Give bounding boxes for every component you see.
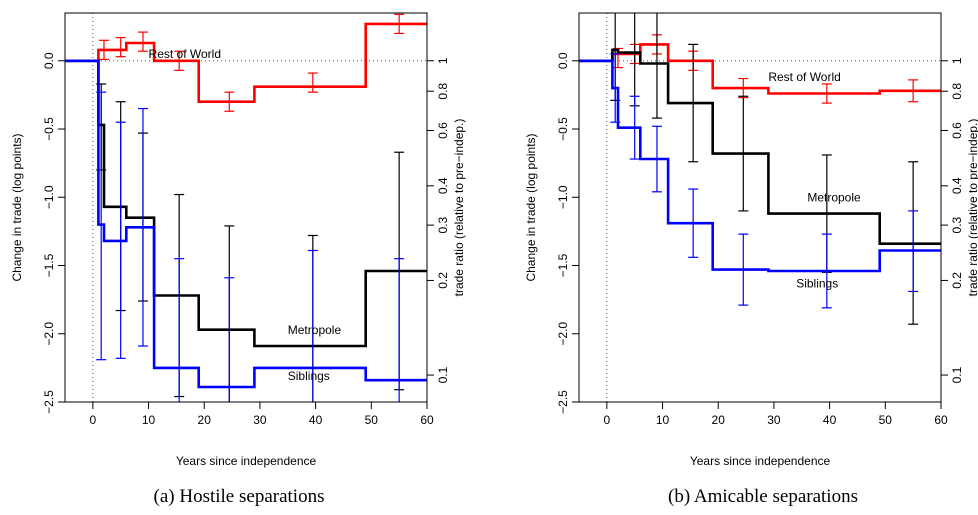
error-bar-rest-of-world	[224, 91, 235, 112]
series-line-metropole	[579, 48, 941, 245]
right-tick-label: 0.1	[950, 366, 964, 383]
y-tick-label: 0.0	[556, 52, 570, 69]
x-tick-label: 30	[767, 413, 781, 427]
x-tick-label: 40	[823, 413, 837, 427]
x-tick-label: 0	[90, 413, 97, 427]
error-bar-siblings	[738, 233, 749, 306]
x-tick-label: 10	[142, 413, 156, 427]
series-line-siblings	[579, 59, 941, 273]
right-tick-label: 0.6	[436, 122, 450, 139]
chart-panel-a: Rest of World Metropole Siblings 0 10 20 30 40 5…	[10, 12, 466, 507]
series-metropole	[65, 59, 427, 402]
right-tick-label: 0.2	[950, 272, 964, 289]
series-line-rest-of-world	[65, 22, 427, 103]
error-bar-siblings	[908, 210, 919, 293]
error-bar-siblings	[651, 125, 662, 193]
series-label-siblings: Siblings	[288, 369, 330, 383]
error-bar-siblings	[629, 95, 640, 160]
series-siblings	[65, 59, 427, 402]
right-tick-label: 0.1	[436, 366, 450, 383]
series-rest-of-world	[579, 34, 941, 104]
x-axis-label: Years since independence	[690, 454, 831, 468]
error-bar-rest-of-world	[307, 72, 318, 93]
error-bar-metropole	[651, 13, 662, 119]
y-tick-label: −1.0	[42, 185, 56, 209]
error-bar-rest-of-world	[174, 50, 185, 71]
error-bar-rest-of-world	[908, 79, 919, 103]
y-tick-label: −2.5	[42, 390, 56, 414]
y-tick-label: 0.0	[42, 52, 56, 69]
y-tick-label: −0.5	[42, 117, 56, 141]
series-siblings	[579, 53, 941, 309]
y-tick-label: −0.5	[556, 117, 570, 141]
x-tick-label: 10	[656, 413, 670, 427]
right-tick-label: 0.4	[436, 177, 450, 194]
y-tick-label: −1.5	[556, 253, 570, 277]
series-line-metropole	[65, 59, 427, 348]
right-tick-label: 0.6	[950, 122, 964, 139]
error-bar-rest-of-world	[821, 83, 832, 104]
error-bar-siblings	[96, 91, 107, 361]
y-tick-label: −2.0	[42, 322, 56, 346]
series-label-metropole: Metropole	[288, 323, 342, 337]
y-tick-label: −2.0	[556, 322, 570, 346]
right-tick-label: 0.3	[436, 216, 450, 233]
plot-frame	[64, 12, 428, 403]
right-tick-label: 0.8	[436, 83, 450, 100]
series-label-rest-of-world: Rest of World	[768, 70, 840, 84]
plot-area	[65, 13, 427, 402]
error-bar-rest-of-world	[98, 39, 109, 61]
error-bar-siblings	[224, 277, 235, 402]
error-bar-siblings	[174, 258, 185, 402]
y-axis-label: Change in trade (log points)	[524, 133, 538, 281]
y-axis-label: Change in trade (log points)	[10, 133, 24, 281]
x-axis-label: Years since independence	[176, 454, 317, 468]
error-bar-rest-of-world	[115, 36, 126, 58]
panel-caption: (a) Hostile separations	[154, 486, 325, 507]
error-bar-siblings	[307, 249, 318, 402]
error-bar-rest-of-world	[394, 13, 405, 35]
y-tick-label: −1.5	[42, 253, 56, 277]
series-label-metropole: Metropole	[807, 190, 861, 204]
series-metropole	[579, 13, 941, 325]
right-tick-label: 1	[950, 57, 964, 64]
x-tick-label: 50	[879, 413, 893, 427]
series-label-rest-of-world: Rest of World	[149, 47, 221, 61]
right-tick-label: 1	[436, 57, 450, 64]
plot-frame	[578, 12, 942, 403]
y-tick-label: −1.0	[556, 185, 570, 209]
series-line-siblings	[65, 59, 427, 389]
x-tick-label: 60	[420, 413, 434, 427]
right-tick-label: 0.4	[950, 177, 964, 194]
right-axis-label: trade ratio (relative to pre−indep.)	[452, 119, 466, 297]
panel-caption: (b) Amicable separations	[668, 486, 858, 507]
error-bar-siblings	[394, 258, 405, 402]
x-tick-label: 20	[712, 413, 726, 427]
x-tick-label: 60	[934, 413, 948, 427]
x-tick-label: 20	[198, 413, 212, 427]
error-bar-siblings	[610, 53, 621, 123]
chart-panel-b: Rest of World Metropole Siblings 0 10 20 30 40 5…	[524, 12, 978, 507]
error-bar-siblings	[115, 121, 126, 359]
series-label-siblings: Siblings	[796, 276, 838, 290]
error-bar-siblings	[821, 233, 832, 309]
right-tick-label: 0.2	[436, 272, 450, 289]
error-bar-metropole	[688, 43, 699, 163]
series-rest-of-world	[65, 13, 427, 112]
x-tick-label: 30	[253, 413, 267, 427]
error-bar-siblings	[137, 107, 148, 347]
right-axis-label: trade ratio (relative to pre−indep.)	[966, 119, 978, 297]
right-tick-label: 0.8	[950, 83, 964, 100]
x-tick-label: 40	[309, 413, 323, 427]
x-tick-label: 0	[604, 413, 611, 427]
error-bar-rest-of-world	[137, 31, 148, 52]
plot-area	[579, 13, 941, 325]
error-bar-siblings	[688, 188, 699, 258]
right-tick-label: 0.3	[950, 216, 964, 233]
error-bar-metropole	[738, 95, 749, 212]
y-tick-label: −2.5	[556, 390, 570, 414]
x-tick-label: 50	[365, 413, 379, 427]
